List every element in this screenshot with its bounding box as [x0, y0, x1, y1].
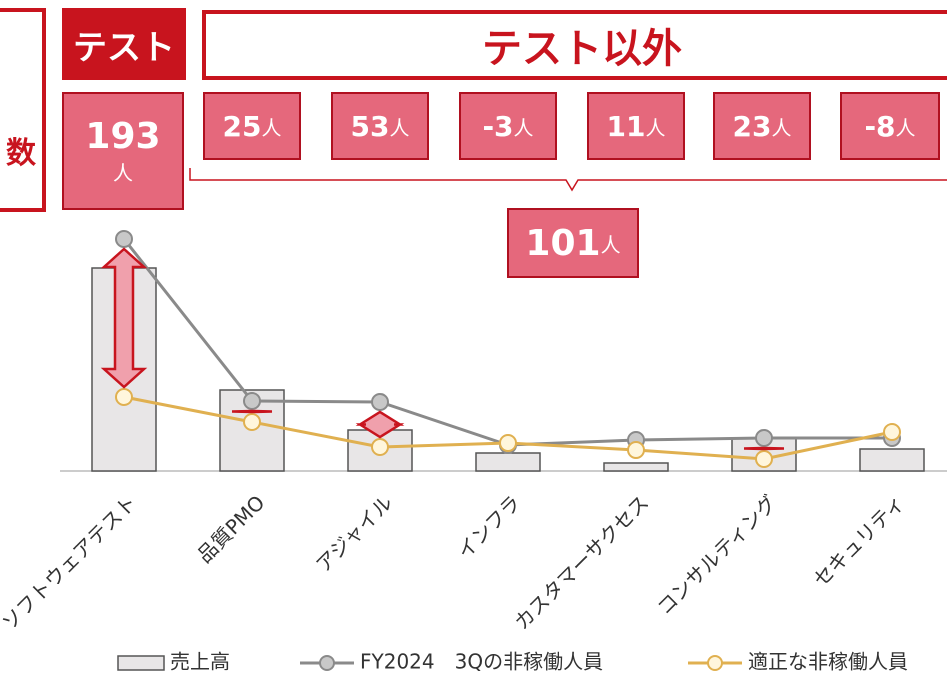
x-tick-label: セキュリティ	[808, 490, 909, 591]
left-label: 数	[0, 8, 46, 212]
gap-arrow	[231, 409, 273, 414]
delta-value: 53	[350, 109, 390, 143]
delta-unit: 人	[513, 115, 534, 140]
line-marker	[499, 434, 517, 452]
delta-box: -3 人	[459, 92, 557, 160]
x-tick-label: ソフトウェアテスト	[0, 490, 141, 634]
total-box: 101 人	[507, 208, 639, 278]
x-tick-label: コンサルティング	[652, 490, 781, 619]
gap-arrow	[743, 446, 785, 451]
delta-box: -8 人	[840, 92, 940, 160]
line-marker	[755, 450, 773, 468]
line-marker	[627, 441, 645, 459]
line-marker	[883, 423, 901, 441]
x-tick-label: カスタマーサクセス	[509, 490, 653, 634]
brace	[189, 168, 947, 192]
legend-swatch	[707, 655, 723, 671]
delta-unit: 人	[261, 115, 282, 140]
delta-unit: 人	[389, 115, 410, 140]
test-header-text: テスト	[73, 27, 175, 68]
line-marker	[755, 429, 773, 447]
line-marker	[115, 230, 133, 248]
delta-value: 11	[606, 109, 646, 143]
left-label-text: 数	[6, 136, 36, 171]
legend-label: FY2024 3Qの非稼働人員	[360, 650, 603, 674]
x-tick-label: 品質PMO	[192, 490, 269, 567]
bar	[475, 452, 541, 472]
bar	[859, 448, 925, 472]
legend-label: 売上高	[170, 650, 230, 674]
legend-swatch	[319, 655, 335, 671]
delta-value: 25	[222, 109, 262, 143]
delta-box: 11 人	[587, 92, 685, 160]
total-unit: 人	[600, 232, 621, 257]
delta-unit: 人	[895, 115, 916, 140]
delta-unit: 人	[771, 115, 792, 140]
bar	[603, 462, 669, 472]
gap-arrow	[100, 247, 148, 389]
legend-label: 適正な非稼働人員	[748, 650, 908, 674]
delta-box: 193 人	[62, 92, 184, 210]
other-header: テスト以外	[202, 10, 947, 80]
line-marker	[243, 413, 261, 431]
test-header: テスト	[62, 8, 186, 80]
delta-box: 23 人	[713, 92, 811, 160]
delta-box: 53 人	[331, 92, 429, 160]
gap-arrow	[355, 410, 405, 439]
x-tick-label: インフラ	[452, 490, 525, 563]
x-tick-label: アジャイル	[311, 490, 397, 576]
line-marker	[371, 393, 389, 411]
total-value: 101	[525, 222, 601, 264]
delta-unit: 人	[645, 115, 666, 140]
legend-swatch	[117, 655, 165, 671]
delta-value: -8	[864, 109, 896, 143]
delta-value: -3	[482, 109, 514, 143]
line-marker	[371, 438, 389, 456]
delta-value: 193	[85, 116, 161, 157]
delta-unit: 人	[113, 161, 133, 185]
other-header-text: テスト以外	[482, 26, 682, 72]
line-marker	[115, 388, 133, 406]
delta-value: 23	[732, 109, 772, 143]
delta-box: 25 人	[203, 92, 301, 160]
line-marker	[243, 392, 261, 410]
